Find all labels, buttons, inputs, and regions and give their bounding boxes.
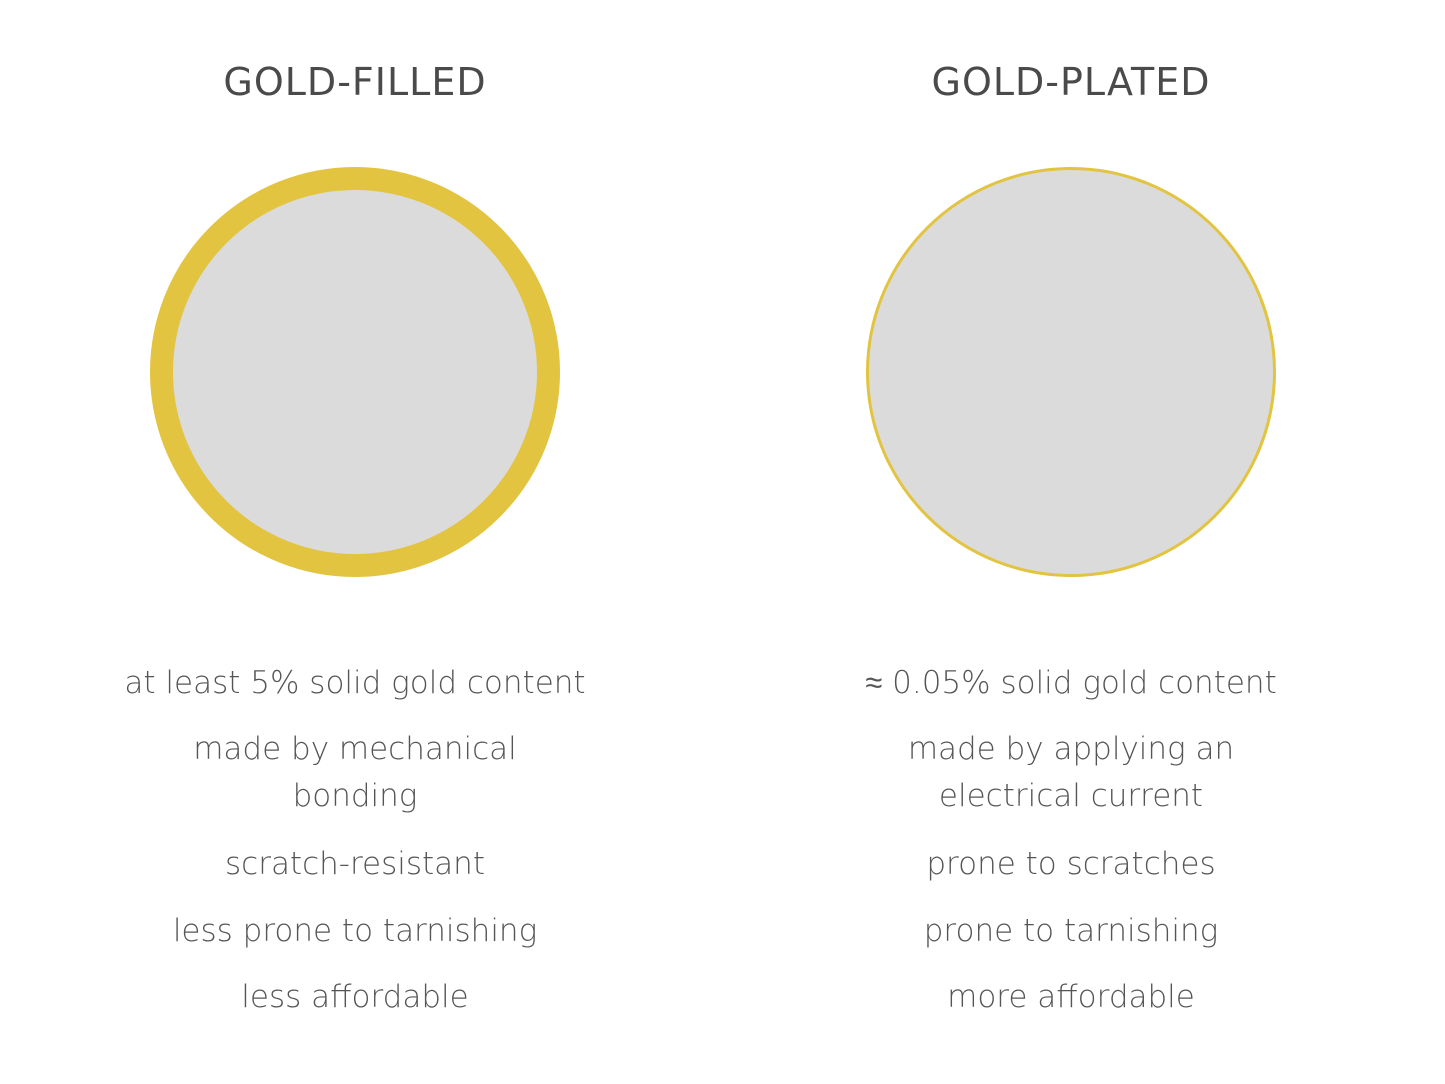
list-item: less affordable <box>241 979 469 1015</box>
column-title: GOLD-PLATED <box>931 60 1211 104</box>
list-item: prone to tarnishing <box>923 913 1219 949</box>
list-item: more affordable <box>947 979 1195 1015</box>
list-item: ≈ 0.05% solid gold content <box>865 665 1277 701</box>
list-item: prone to scratches <box>926 846 1216 882</box>
list-item: made by mechanical bonding <box>193 731 517 814</box>
list-item: less prone to tarnishing <box>172 913 538 949</box>
gold-filled-circle <box>150 167 560 577</box>
column-title: GOLD-FILLED <box>223 60 487 104</box>
list-item: scratch-resistant <box>225 846 485 882</box>
list-item: made by applying an electrical current <box>907 731 1235 814</box>
gold-plated-circle <box>866 167 1276 577</box>
list-item: at least 5% solid gold content <box>124 665 586 701</box>
